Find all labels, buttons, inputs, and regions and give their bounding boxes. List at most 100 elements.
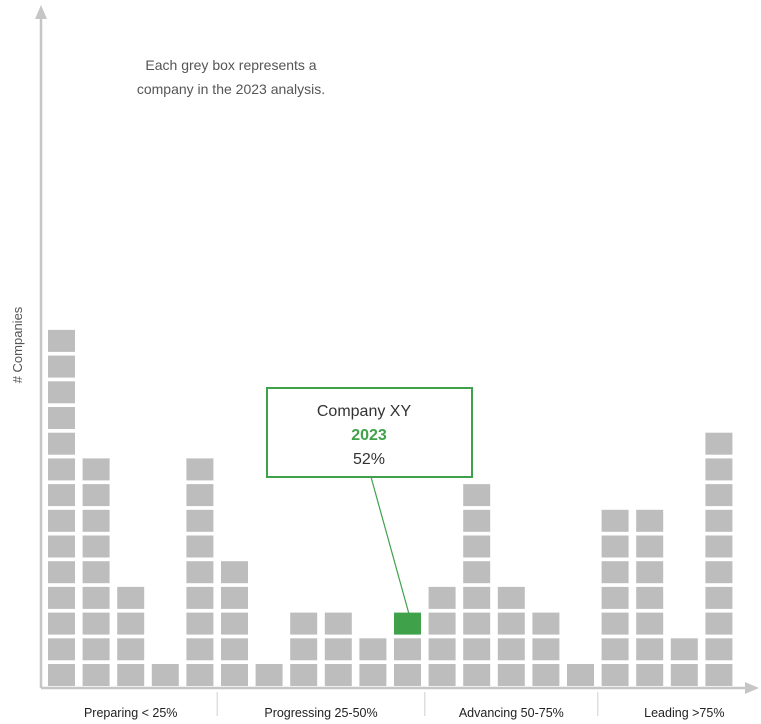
company-box xyxy=(670,638,698,661)
company-box xyxy=(186,561,214,584)
company-box xyxy=(601,586,629,609)
company-box xyxy=(186,509,214,532)
company-box xyxy=(636,664,664,686)
company-box xyxy=(48,458,75,481)
callout-company-name: Company XY xyxy=(317,403,412,420)
company-box xyxy=(463,484,491,507)
y-axis-label: # Companies xyxy=(10,306,25,383)
axes xyxy=(35,5,759,694)
company-box xyxy=(705,586,733,609)
company-box xyxy=(290,664,318,686)
company-box xyxy=(151,664,179,686)
company-box xyxy=(48,355,75,378)
company-boxes xyxy=(48,329,733,686)
company-box xyxy=(394,664,421,686)
category-label: Preparing < 25% xyxy=(84,706,177,720)
category-label: Progressing 25-50% xyxy=(264,706,377,720)
company-box xyxy=(497,664,525,686)
company-box xyxy=(636,535,664,558)
callout-box xyxy=(266,387,473,478)
company-box xyxy=(255,664,283,686)
company-box xyxy=(186,458,214,481)
company-box xyxy=(705,561,733,584)
company-box xyxy=(48,484,75,507)
company-box xyxy=(82,586,110,609)
company-callout: Company XY 2023 52% xyxy=(266,387,473,615)
company-box xyxy=(186,484,214,507)
company-box xyxy=(428,612,456,635)
company-box xyxy=(705,664,733,686)
company-box xyxy=(48,638,75,661)
x-axis-arrow xyxy=(745,682,759,694)
company-box xyxy=(290,638,318,661)
category-labels: Preparing < 25% Progressing 25-50% Advanci… xyxy=(84,706,724,720)
company-box xyxy=(186,612,214,635)
company-box xyxy=(82,664,110,686)
company-box xyxy=(221,561,248,584)
company-box xyxy=(601,638,629,661)
company-box xyxy=(290,612,318,635)
company-box xyxy=(48,664,75,686)
company-box xyxy=(186,638,214,661)
company-box xyxy=(463,509,491,532)
company-box xyxy=(705,484,733,507)
company-box xyxy=(636,561,664,584)
company-box xyxy=(636,612,664,635)
company-box xyxy=(221,586,248,609)
company-box xyxy=(601,509,629,532)
company-box xyxy=(221,612,248,635)
company-box xyxy=(463,561,491,584)
company-box xyxy=(601,612,629,635)
company-box xyxy=(48,561,75,584)
callout-pointer xyxy=(370,476,410,615)
company-box xyxy=(428,586,456,609)
company-box xyxy=(463,535,491,558)
company-box xyxy=(48,612,75,635)
company-box xyxy=(48,509,75,532)
company-box xyxy=(394,638,421,661)
note-line-2: company in the 2023 analysis. xyxy=(137,81,325,97)
company-box xyxy=(636,586,664,609)
company-box xyxy=(463,612,491,635)
company-box xyxy=(359,664,387,686)
company-box xyxy=(532,664,560,686)
company-box xyxy=(82,509,110,532)
company-box xyxy=(48,407,75,429)
company-box xyxy=(48,432,75,455)
company-box xyxy=(428,664,456,686)
company-box xyxy=(705,638,733,661)
category-label: Advancing 50-75% xyxy=(459,706,564,720)
company-box xyxy=(636,509,664,532)
company-box xyxy=(567,664,594,686)
company-box xyxy=(601,664,629,686)
company-box xyxy=(636,638,664,661)
company-box xyxy=(117,586,145,609)
company-box xyxy=(463,664,491,686)
company-box xyxy=(117,638,145,661)
company-box xyxy=(221,664,248,686)
company-box xyxy=(221,638,248,661)
company-box xyxy=(324,638,352,661)
company-box xyxy=(48,329,75,352)
callout-percentage: 52% xyxy=(353,451,385,468)
company-box xyxy=(186,664,214,686)
company-box xyxy=(117,664,145,686)
company-box xyxy=(117,612,145,635)
company-box xyxy=(705,509,733,532)
company-box xyxy=(705,458,733,481)
callout-year: 2023 xyxy=(351,427,387,444)
company-box xyxy=(497,638,525,661)
company-box xyxy=(324,664,352,686)
company-box xyxy=(359,638,387,661)
company-box xyxy=(497,586,525,609)
note-line-1: Each grey box represents a xyxy=(145,57,316,73)
company-box xyxy=(705,432,733,455)
company-box xyxy=(497,612,525,635)
company-box xyxy=(48,535,75,558)
company-box xyxy=(186,535,214,558)
company-box xyxy=(532,612,560,635)
company-box xyxy=(82,458,110,481)
company-box xyxy=(601,535,629,558)
y-axis-arrow xyxy=(35,5,47,19)
company-box xyxy=(705,535,733,558)
